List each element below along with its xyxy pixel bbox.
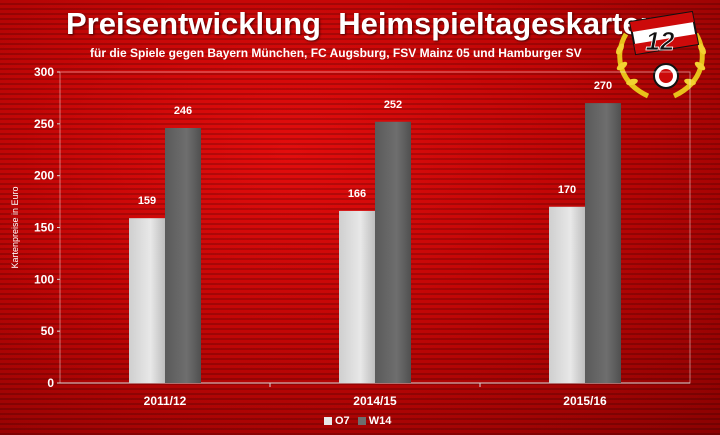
y-axis-title: Kartenpreise in Euro	[10, 186, 20, 268]
chart-title: Preisentwicklung Heimspieltageskarten	[66, 6, 659, 41]
x-axis-labels: 2011/12 2014/15 2015/16	[144, 383, 607, 408]
bar-w14-1	[375, 121, 411, 383]
x-tick-label: 2011/12	[144, 394, 187, 408]
data-label: 252	[384, 99, 402, 111]
bar-o7-2	[549, 206, 585, 383]
bar-o7-1	[339, 210, 375, 383]
y-tick-label: 0	[47, 376, 54, 390]
y-tick-label: 200	[34, 169, 54, 183]
x-tick-label: 2015/16	[563, 394, 607, 408]
data-label: 166	[348, 188, 366, 200]
legend-item-w14: W14	[357, 415, 392, 427]
laurel-wreath-icon	[616, 32, 706, 99]
logo-number: 12	[646, 26, 675, 56]
x-tick-label: 2014/15	[353, 394, 397, 408]
bar-o7-0	[129, 218, 165, 383]
y-tick-label: 50	[41, 324, 55, 338]
bar-w14-0	[165, 127, 201, 383]
data-label: 170	[558, 184, 576, 196]
data-label: 246	[174, 105, 192, 117]
y-tick-label: 300	[34, 65, 54, 79]
flag-icon	[628, 10, 700, 56]
y-tick-label: 150	[34, 221, 54, 235]
legend-label: O7	[335, 415, 350, 427]
legend-item-o7: O7	[324, 415, 350, 427]
chart-subtitle: für die Spiele gegen Bayern München, FC …	[90, 46, 582, 60]
club-logo: 12	[616, 10, 706, 99]
bar-series: 159 246 166 252 170 270	[129, 80, 621, 383]
chart-legend: O7 W14	[324, 413, 391, 429]
y-tick-label: 100	[34, 272, 54, 286]
legend-swatch	[324, 417, 332, 425]
data-label: 270	[594, 80, 612, 92]
y-axis-ticks: 0 50 100 150 200 250 300	[34, 65, 60, 390]
legend-swatch	[357, 417, 366, 425]
data-label: 159	[138, 195, 156, 207]
y-tick-label: 250	[34, 117, 54, 131]
legend-label: W14	[368, 415, 392, 427]
bar-w14-2	[585, 103, 621, 383]
